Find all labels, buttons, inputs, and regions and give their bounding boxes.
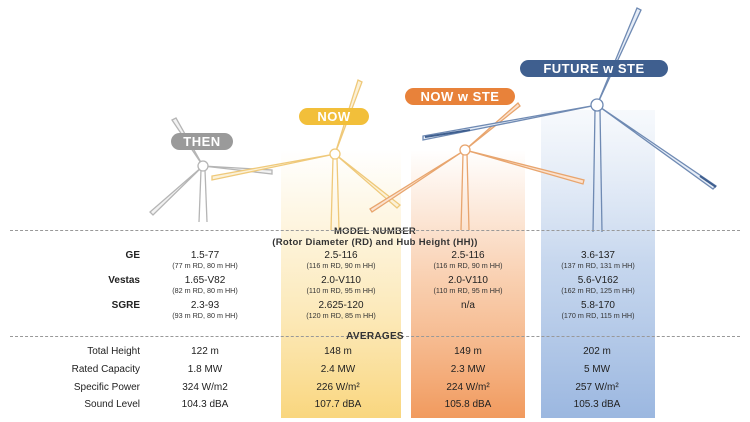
era-label-future: FUTURE w STE [520, 60, 668, 77]
value-cell: 224 W/m² [446, 382, 490, 393]
era-label-now-ste: NOW w STE [405, 88, 515, 105]
model-number: 2.625-120 [318, 300, 364, 311]
era-label-then: THEN [171, 133, 233, 150]
model-number: 2.0-V110 [321, 275, 361, 286]
model-number: 5.6-V162 [577, 275, 619, 286]
model-number-title: MODEL NUMBER (Rotor Diameter (RD) and Hu… [0, 226, 750, 248]
value-cell: 2.3 MW [450, 364, 486, 375]
ge-then-cell: 1.5-77 (77 m RD, 80 m HH) [140, 250, 270, 270]
vestas-then-cell: 1.65-V82 (82 m RD, 80 m HH) [140, 275, 270, 295]
value-cell: 226 W/m² [316, 382, 360, 393]
model-number: 3.6-137 [581, 250, 615, 261]
model-number: 2.5-116 [324, 250, 358, 261]
future-turbine [422, 7, 718, 233]
value-cell: 105.3 dBA [573, 399, 621, 410]
model-number: 2.0-V110 [448, 275, 488, 286]
value-cell: 257 W/m² [575, 382, 619, 393]
value-cell: 1.8 MW [187, 364, 223, 375]
value-cell: 107.7 dBA [314, 399, 362, 410]
metric-rated-capacity: Rated Capacity [71, 364, 140, 375]
model-dimensions: (170 m RD, 115 m HH) [561, 311, 635, 320]
model-number-title-line1: MODEL NUMBER [333, 226, 417, 237]
model-dimensions: (116 m RD, 90 m HH) [433, 261, 503, 270]
model-number: 2.5-116 [451, 250, 485, 261]
value-cell: 202 m [583, 346, 611, 357]
sgre-now-cell: 2.625-120 (120 m RD, 85 m HH) [276, 300, 406, 320]
value-cell: 104.3 dBA [181, 399, 229, 410]
manufacturer-sgre: SGRE [111, 300, 140, 311]
averages-divider [10, 336, 740, 337]
model-number: 5.8-170 [581, 300, 615, 311]
sgre-then-cell: 2.3-93 (93 m RD, 80 m HH) [140, 300, 270, 320]
ge-now-ste-cell: 2.5-116 (116 m RD, 90 m HH) [403, 250, 533, 270]
value-cell: 324 W/m2 [182, 382, 228, 393]
model-dimensions: (77 m RD, 80 m HH) [172, 261, 238, 270]
ge-now-cell: 2.5-116 (116 m RD, 90 m HH) [276, 250, 406, 270]
vestas-now-cell: 2.0-V110 (110 m RD, 95 m HH) [276, 275, 406, 295]
metric-specific-power: Specific Power [73, 382, 140, 393]
now-turbine [211, 79, 401, 231]
metric-total-height: Total Height [87, 346, 140, 357]
model-dimensions: (110 m RD, 95 m HH) [433, 286, 503, 295]
era-label-now: NOW [299, 108, 369, 125]
sgre-now-ste-cell: n/a [403, 300, 533, 311]
value-cell: 105.8 dBA [444, 399, 492, 410]
model-dimensions: (93 m RD, 80 m HH) [172, 311, 238, 320]
ge-future-cell: 3.6-137 (137 m RD, 131 m HH) [533, 250, 663, 270]
model-number: 1.65-V82 [184, 275, 226, 286]
value-cell: 148 m [324, 346, 352, 357]
model-dimensions: (120 m RD, 85 m HH) [306, 311, 376, 320]
value-cell: 122 m [191, 346, 219, 357]
model-number: 2.3-93 [190, 300, 220, 311]
value-cell: 149 m [454, 346, 482, 357]
model-dimensions: (162 m RD, 125 m HH) [561, 286, 635, 295]
value-cell: 5 MW [583, 364, 611, 375]
model-section-divider [10, 230, 740, 231]
vestas-future-cell: 5.6-V162 (162 m RD, 125 m HH) [533, 275, 663, 295]
vestas-now-ste-cell: 2.0-V110 (110 m RD, 95 m HH) [403, 275, 533, 295]
model-dimensions: (116 m RD, 90 m HH) [306, 261, 376, 270]
metric-sound-level: Sound Level [84, 399, 140, 410]
sgre-future-cell: 5.8-170 (170 m RD, 115 m HH) [533, 300, 663, 320]
averages-title: AVERAGES [346, 331, 404, 342]
model-dimensions: (82 m RD, 80 m HH) [172, 286, 238, 295]
model-number: n/a [461, 300, 475, 311]
manufacturer-ge: GE [125, 250, 140, 261]
manufacturer-vestas: Vestas [108, 275, 140, 286]
model-dimensions: (137 m RD, 131 m HH) [561, 261, 635, 270]
value-cell: 2.4 MW [320, 364, 356, 375]
model-number: 1.5-77 [190, 250, 220, 261]
future-column-band [541, 110, 655, 418]
model-number-title-line2: (Rotor Diameter (RD) and Hub Height (HH)… [272, 237, 478, 248]
model-dimensions: (110 m RD, 95 m HH) [306, 286, 376, 295]
